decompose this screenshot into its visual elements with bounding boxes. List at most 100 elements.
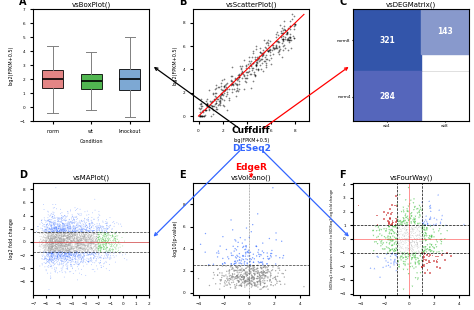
Point — [96, 237, 103, 242]
Point — [73, 248, 80, 253]
Point — [227, 273, 234, 278]
Point — [73, 236, 80, 241]
Point — [123, 257, 131, 262]
Point — [285, 35, 292, 40]
Point — [82, 239, 90, 244]
Point — [46, 250, 54, 255]
Point — [72, 249, 80, 254]
Point — [73, 249, 81, 254]
Point — [400, 237, 408, 242]
Point — [42, 239, 50, 244]
Point — [73, 239, 81, 244]
Point — [77, 252, 85, 257]
Point — [80, 234, 88, 239]
Point — [95, 244, 103, 249]
Point — [247, 276, 255, 281]
Point — [104, 240, 111, 245]
Point — [396, 245, 403, 250]
Point — [75, 232, 83, 237]
Point — [252, 63, 259, 68]
Point — [60, 247, 67, 252]
Point — [62, 238, 70, 243]
Point — [89, 241, 96, 246]
Point — [62, 256, 69, 261]
Point — [85, 232, 92, 237]
Point — [246, 62, 254, 67]
Point — [409, 239, 417, 244]
Point — [47, 228, 55, 233]
Point — [77, 246, 85, 251]
Point — [210, 270, 218, 275]
Point — [44, 271, 51, 276]
Point — [226, 282, 234, 287]
Point — [53, 227, 61, 232]
Point — [396, 250, 403, 255]
Point — [52, 202, 60, 207]
Point — [74, 238, 82, 243]
Point — [94, 236, 102, 241]
Point — [95, 217, 102, 222]
Point — [49, 240, 57, 245]
Point — [229, 266, 237, 271]
Point — [40, 231, 47, 236]
Point — [54, 236, 61, 241]
Point — [58, 259, 66, 263]
Point — [419, 227, 426, 232]
Point — [415, 262, 423, 267]
Point — [78, 218, 86, 223]
Point — [64, 254, 72, 259]
Point — [72, 245, 80, 250]
Point — [64, 244, 71, 249]
Point — [256, 282, 264, 287]
Point — [74, 206, 82, 211]
Point — [78, 241, 86, 246]
Point — [81, 234, 89, 239]
Point — [91, 240, 99, 245]
Point — [242, 245, 250, 250]
Point — [244, 279, 252, 284]
Point — [65, 248, 73, 253]
Point — [290, 24, 297, 29]
Point — [75, 235, 83, 240]
Point — [274, 271, 282, 276]
Point — [57, 229, 64, 234]
Point — [103, 245, 111, 250]
Point — [49, 258, 57, 263]
Point — [425, 236, 432, 241]
Point — [48, 250, 56, 255]
Point — [45, 253, 52, 258]
Point — [69, 228, 76, 233]
Point — [393, 232, 401, 237]
Point — [57, 239, 65, 244]
Point — [73, 237, 81, 242]
Point — [100, 230, 108, 235]
Point — [89, 251, 97, 256]
Point — [70, 238, 78, 243]
Point — [74, 236, 82, 241]
Point — [66, 224, 74, 228]
Point — [48, 217, 55, 222]
Point — [56, 240, 64, 245]
Point — [76, 245, 84, 250]
Point — [94, 235, 102, 240]
Point — [61, 224, 69, 229]
Point — [385, 237, 392, 242]
Point — [410, 201, 417, 206]
Point — [106, 248, 114, 253]
Point — [111, 238, 119, 243]
Point — [84, 249, 92, 254]
Point — [244, 271, 252, 276]
Point — [71, 246, 78, 251]
Point — [67, 224, 74, 229]
Point — [66, 228, 74, 233]
Point — [100, 264, 107, 269]
Point — [93, 236, 100, 241]
Point — [394, 259, 402, 264]
Point — [73, 249, 81, 254]
Point — [279, 41, 286, 46]
Point — [93, 231, 101, 236]
Point — [427, 249, 434, 254]
Point — [105, 248, 113, 253]
Point — [41, 255, 48, 260]
Point — [63, 257, 70, 262]
